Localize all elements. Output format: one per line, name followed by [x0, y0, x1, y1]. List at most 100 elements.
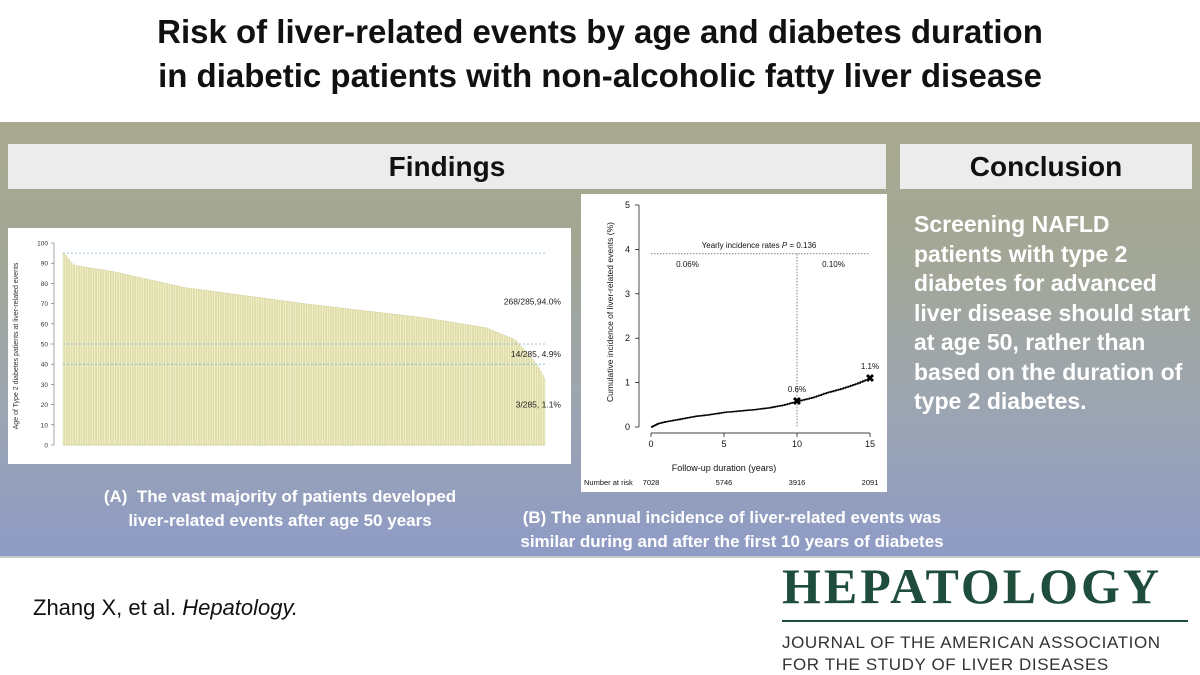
age-bar — [196, 289, 199, 446]
age-bar — [341, 308, 344, 446]
age-bar — [289, 301, 292, 446]
age-bar — [485, 327, 488, 446]
age-bar — [262, 297, 265, 446]
age-bar — [184, 287, 187, 446]
age-bar — [203, 289, 206, 446]
age-bar — [198, 289, 201, 446]
age-bar — [346, 308, 349, 446]
age-bar — [147, 279, 150, 446]
age-bar — [255, 297, 258, 446]
age-bar — [455, 322, 458, 446]
chart-b-y-tick-label: 0 — [625, 422, 630, 432]
age-bar — [409, 315, 412, 446]
age-bar — [379, 312, 382, 446]
age-bar — [306, 303, 309, 446]
age-bar — [213, 291, 216, 446]
age-bar — [182, 287, 185, 446]
age-bar — [84, 266, 87, 446]
logo-wordmark: HEPATOLOGY — [782, 558, 1163, 614]
age-bar — [451, 322, 454, 446]
age-bar — [360, 310, 363, 446]
age-bar — [194, 288, 197, 446]
age-bar — [505, 336, 508, 446]
chart-a-y-tick-label: 20 — [41, 402, 49, 409]
age-bar — [274, 299, 277, 446]
caption-a-label: (A) — [103, 487, 128, 506]
age-bar — [543, 378, 546, 446]
age-bar — [100, 269, 103, 446]
age-bar — [221, 292, 224, 446]
age-bar — [372, 311, 375, 446]
age-bar — [179, 286, 182, 446]
age-bar — [375, 311, 378, 446]
chart-b-y-axis-label: Cumulative incidence of liver-related ev… — [605, 222, 615, 402]
age-bar — [446, 321, 449, 446]
age-bar — [267, 298, 270, 446]
age-bar — [324, 306, 328, 446]
chart-a-y-tick-label: 50 — [41, 342, 49, 349]
age-bar — [441, 320, 444, 446]
chart-b-x-tick-label: 10 — [792, 439, 802, 449]
age-bar — [465, 324, 468, 446]
age-bar — [497, 332, 500, 446]
age-bar — [348, 308, 351, 446]
age-bar — [434, 319, 437, 446]
age-bar — [358, 309, 361, 446]
age-bar — [421, 317, 424, 446]
age-bar — [482, 327, 485, 446]
age-bar — [118, 272, 121, 446]
age-bar — [355, 309, 358, 446]
age-bar — [367, 310, 370, 446]
caption-a-line-2: liver-related events after age 50 years — [128, 511, 432, 530]
age-bar — [83, 266, 86, 446]
age-bar — [260, 297, 263, 446]
chart-b-x-tick-label: 15 — [865, 439, 875, 449]
age-bar — [233, 294, 236, 446]
age-bar — [152, 280, 155, 446]
age-bar — [282, 300, 285, 446]
age-bar — [429, 318, 432, 446]
age-bar — [238, 294, 241, 446]
age-bar — [401, 314, 404, 446]
age-bar — [74, 265, 77, 446]
age-bar — [382, 312, 385, 446]
age-bar — [412, 316, 415, 446]
age-bar — [353, 309, 356, 446]
age-bar — [277, 300, 280, 446]
age-bar — [264, 298, 267, 446]
age-bar — [489, 329, 492, 446]
age-bar — [404, 315, 407, 446]
age-bar — [209, 290, 213, 446]
age-bar — [142, 278, 145, 446]
age-bar — [110, 270, 113, 446]
age-bar — [541, 374, 544, 446]
age-bar — [169, 284, 172, 446]
title-line-1: Risk of liver-related events by age and … — [157, 13, 1043, 50]
age-bar — [389, 313, 392, 446]
age-bar — [399, 314, 402, 446]
chart-b-y-tick-label: 2 — [625, 333, 630, 343]
age-bar — [120, 273, 123, 446]
age-bar — [235, 294, 238, 446]
age-bar — [140, 277, 143, 446]
age-bar — [76, 265, 79, 446]
age-bar — [225, 292, 228, 446]
age-bar — [105, 270, 108, 446]
age-bar — [374, 311, 377, 446]
logo-subtitle-line-1: JOURNAL OF THE AMERICAN ASSOCIATION — [782, 633, 1161, 652]
chart-a-y-axis-label: Age of Type 2 diabetes patients at liver… — [13, 262, 20, 429]
age-bar — [478, 326, 481, 446]
curve-marker-label: 1.1% — [861, 362, 879, 371]
logo-subtitle-line-2: FOR THE STUDY OF LIVER DISEASES — [782, 655, 1109, 674]
age-bar — [226, 293, 229, 446]
age-bar — [79, 266, 82, 446]
age-bar — [385, 313, 388, 446]
age-bar — [93, 268, 96, 446]
age-bar — [495, 331, 498, 446]
age-bar — [390, 313, 393, 446]
age-bar — [160, 282, 163, 446]
age-bar — [177, 286, 180, 446]
citation: Zhang X, et al. Hepatology. — [33, 595, 298, 621]
age-bar — [428, 318, 431, 446]
age-bar — [302, 303, 306, 446]
